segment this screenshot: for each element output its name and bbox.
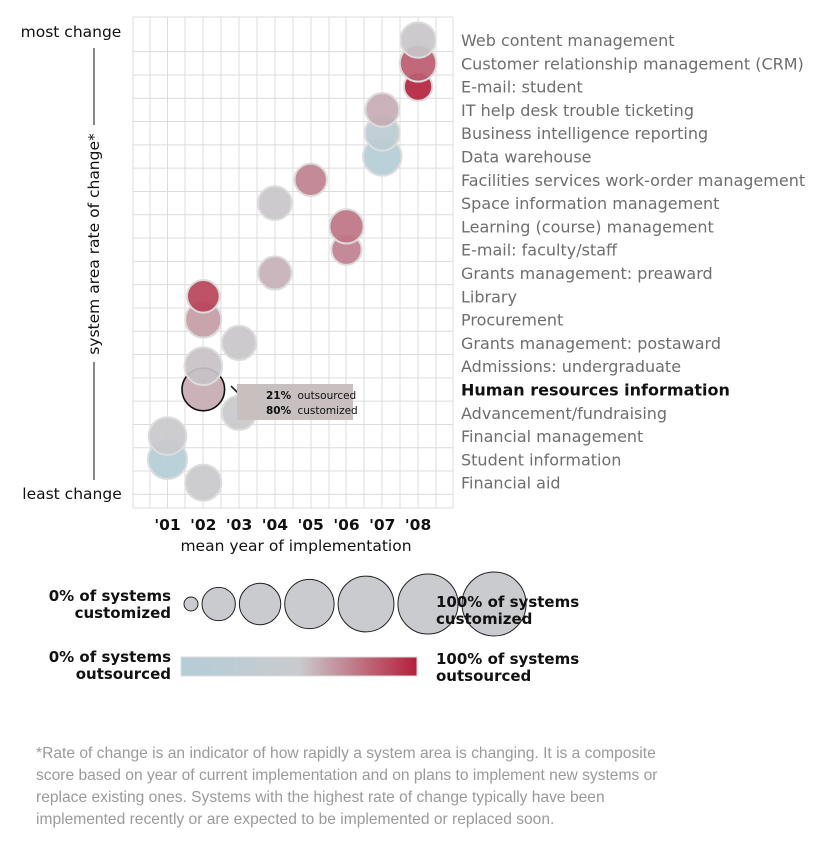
x-axis-ticks: '01 '02 '03 '04 '05 '06 '07 '08 [154,516,431,534]
bubble [293,162,328,197]
color-legend-left-line1: 0% of systems [49,648,171,666]
callout: 21% outsourced 80% customized [230,384,358,420]
size-legend-left-line2: customized [75,604,171,622]
size-legend-circle [201,586,236,622]
x-axis-title: mean year of implementation [180,537,411,555]
color-legend-right-line1: 100% of systems [436,650,579,668]
bubble [183,346,224,387]
size-legend-circle [284,578,335,630]
y-axis-bottom-label: least change [22,485,121,503]
category-label: Procurement [461,311,563,330]
category-label: Grants management: postaward [461,334,721,353]
x-tick-label: '06 [333,516,359,534]
category-label: Customer relationship management (CRM) [461,54,804,73]
color-legend: 0% of systems outsourced 100% of systems… [49,648,580,685]
x-tick-label: '03 [226,516,252,534]
size-legend-circle [337,575,395,633]
category-labels: Web content management Customer relations… [461,31,805,493]
category-label: Space information management [461,194,719,213]
callout-line-1: 21% outsourced [266,390,356,402]
size-legend-right-line1: 100% of systems [436,593,579,611]
callout-outsourced-value: 21% [266,390,292,402]
bubble [220,324,258,362]
callout-line-2: 80% customized [266,405,358,417]
size-legend: 0% of systems customized 100% of systems… [49,571,579,637]
color-legend-right-line2: outsourced [436,667,531,685]
size-legend-left-line1: 0% of systems [49,587,171,605]
color-legend-gradient-bar [180,656,418,677]
category-label: Learning (course) management [461,217,714,236]
bubbles [146,21,438,502]
category-label: E-mail: faculty/staff [461,241,618,260]
x-tick-label: '08 [405,516,431,534]
bubble [147,416,188,456]
y-axis-top-label: most change [21,23,122,41]
size-legend-circles [183,571,527,637]
category-label: Data warehouse [461,148,592,167]
size-legend-circle [461,571,527,637]
category-label: IT help desk trouble ticketing [461,101,694,120]
category-label: Library [461,287,517,306]
x-tick-label: '04 [262,516,289,534]
category-label: Financial aid [461,474,561,493]
callout-outsourced-text: outsourced [297,390,356,402]
size-legend-right-line2: customized [436,610,532,628]
footnote: *Rate of change is an indicator of how r… [36,745,658,828]
category-label: Web content management [461,31,675,50]
category-label: Student information [461,450,621,469]
size-legend-circle [238,582,282,626]
x-tick-label: '02 [190,516,216,534]
bubble [364,92,401,128]
x-tick-label: '05 [298,516,324,534]
callout-box [237,384,353,420]
color-legend-left-line2: outsourced [76,665,171,683]
size-legend-circle [183,596,199,612]
size-legend-circle [397,573,459,635]
category-label: Admissions: undergraduate [461,357,681,376]
category-label: Grants management: preaward [461,264,713,283]
bubble [185,278,221,314]
category-label: E-mail: student [461,78,583,97]
y-axis: most change least change system area rat… [21,23,122,503]
category-label: Business intelligence reporting [461,124,708,143]
category-label: Facilities services work-order managemen… [461,171,805,190]
bubble [184,463,223,502]
x-tick-label: '01 [154,516,180,534]
x-tick-label: '07 [369,516,395,534]
category-label: Financial management [461,427,643,446]
bubble [328,208,365,245]
category-label: Human resources information [461,381,730,400]
bubble [257,185,293,221]
callout-customized-value: 80% [266,405,292,417]
bubble [399,21,437,59]
callout-customized-text: customized [297,405,357,417]
y-axis-title: system area rate of change* [85,133,103,355]
bubble [257,255,293,291]
category-label: Advancement/fundraising [461,404,667,423]
